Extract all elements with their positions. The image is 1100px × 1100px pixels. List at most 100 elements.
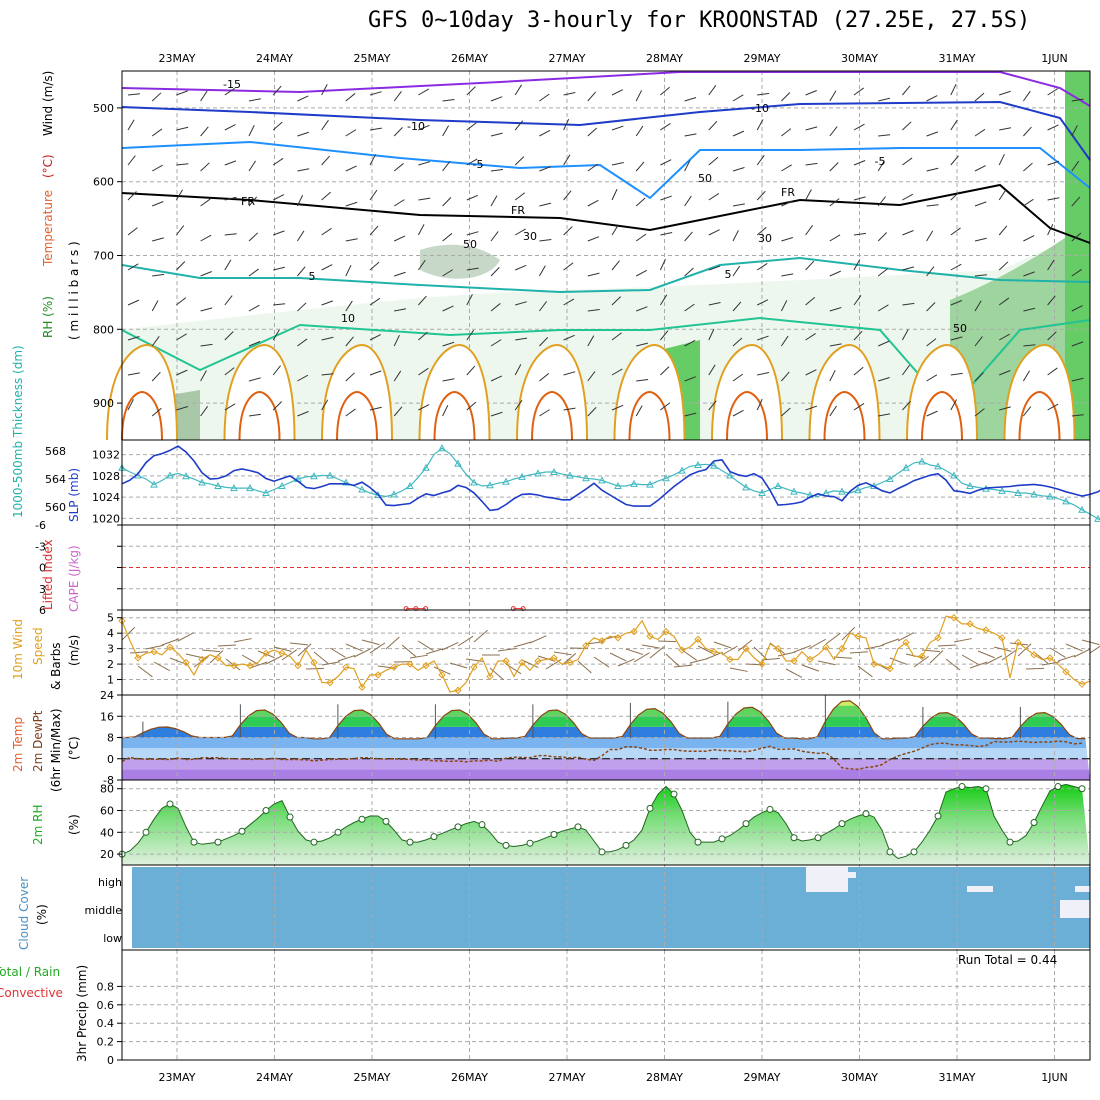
wind-barb: [950, 83, 957, 96]
thickness-point: [230, 484, 238, 492]
wind-barb: [684, 267, 694, 277]
wind-barb: [1047, 223, 1054, 236]
wind-barb: [1047, 160, 1060, 166]
wind-barb: [1047, 88, 1059, 96]
wind-barb: [781, 200, 793, 207]
wind-barb: [345, 93, 356, 102]
rh-point: [430, 833, 438, 841]
wind-barb: [345, 408, 356, 417]
wind-barb: [660, 123, 671, 131]
wind-barb-10m: [513, 641, 532, 648]
temp-band: [122, 700, 1090, 706]
wind-barb: [926, 374, 938, 382]
wind-barb: [393, 91, 402, 102]
wind-barb: [418, 161, 431, 166]
wind-barb: [732, 167, 745, 172]
wind-barb: [926, 131, 939, 137]
wind-barb: [926, 167, 939, 172]
cloud-patch: [830, 872, 856, 878]
wind-barb-10m: [681, 649, 698, 661]
rh-point: [622, 841, 630, 849]
wind-barb: [829, 162, 839, 172]
wind-barb: [369, 127, 382, 131]
thickness-point: [342, 478, 350, 486]
wind-barb: [636, 306, 648, 312]
wind-barb: [321, 191, 331, 201]
wind-barb: [805, 296, 816, 306]
wind-speed-point: [774, 644, 782, 653]
wind-barb: [490, 375, 503, 382]
date-label-bottom: 1JUN: [1041, 1071, 1068, 1084]
rh-point: [166, 800, 174, 808]
thickness-point: [950, 471, 958, 479]
wind-barb: [660, 195, 672, 201]
y-tick-label: 500: [93, 102, 114, 115]
wind-barb: [587, 199, 599, 207]
wind-barb-10m: [361, 639, 380, 646]
wind-barb-10m: [473, 629, 488, 643]
wind-speed-point: [1046, 654, 1054, 662]
wind-barb: [878, 377, 890, 382]
wind-speed-point: [390, 663, 398, 671]
temp-2m-label: 2m Temp: [11, 717, 25, 772]
celsius-label: (°C): [41, 154, 55, 178]
wind-barb-10m: [609, 652, 627, 662]
wind-barb: [684, 231, 693, 242]
wind-barb: [369, 189, 378, 201]
wind-barb: [998, 153, 1005, 166]
wind-barb-10m: [729, 667, 748, 672]
wind-barb: [1022, 370, 1031, 382]
wind-barb: [563, 334, 575, 341]
rh-point: [670, 790, 678, 798]
wind-barb: [998, 261, 1009, 271]
wind-barb: [635, 161, 645, 172]
wind-speed-point: [166, 643, 174, 651]
thickness-point: [278, 481, 286, 489]
wind-speed-point: [150, 648, 158, 656]
wind-barb: [587, 163, 598, 172]
wind-barb: [829, 370, 836, 382]
wind-barb-10m: [713, 641, 732, 649]
wind-barb-10m: [577, 660, 592, 674]
rh-point: [358, 815, 366, 823]
rh-point: [646, 804, 654, 812]
wind-barb: [974, 237, 987, 242]
wind-barb: [297, 266, 306, 277]
isotherm-label: 10: [341, 312, 355, 325]
wind-barb: [878, 134, 891, 137]
wind-speed-point: [742, 644, 750, 653]
wind-barb: [369, 370, 382, 376]
wind-barb: [345, 336, 354, 347]
wind-barb: [369, 225, 379, 236]
wind-barb: [926, 230, 934, 242]
dewpoint-line: [121, 740, 1083, 771]
wind-barb-10m: [593, 656, 610, 668]
precip-panel: 0 0.2 0.4 0.6 0.8: [97, 950, 1090, 1067]
wind-barb: [490, 339, 502, 347]
slp-line: [121, 445, 1100, 512]
wind-barb: [539, 337, 549, 347]
wind-barb: [805, 126, 818, 131]
wind-barb: [950, 300, 963, 306]
hot-isotherm-lobe: [531, 390, 573, 441]
wind-barb: [781, 164, 792, 172]
wind-barb: [805, 333, 816, 341]
wind-barb: [176, 369, 188, 376]
wind-speed-point: [566, 658, 574, 667]
wind-barb: [176, 297, 187, 306]
wind-barb-10m: [345, 643, 363, 652]
wind-barb: [1047, 403, 1059, 411]
wind-barb: [127, 191, 137, 201]
date-label-top: 1JUN: [1041, 52, 1068, 65]
wind-barb: [466, 158, 478, 166]
wind-barb: [418, 331, 428, 341]
wind-barb-10m: [409, 654, 428, 659]
rh-point: [574, 823, 582, 831]
wind-speed-point: [214, 654, 222, 662]
cloud-patch: [1075, 886, 1090, 892]
wind-barb: [272, 121, 283, 131]
wind-barb: [200, 198, 211, 207]
wind-barb: [877, 268, 888, 277]
slp-tick: 1032: [92, 449, 120, 462]
wind-speed-line: [121, 615, 1091, 693]
